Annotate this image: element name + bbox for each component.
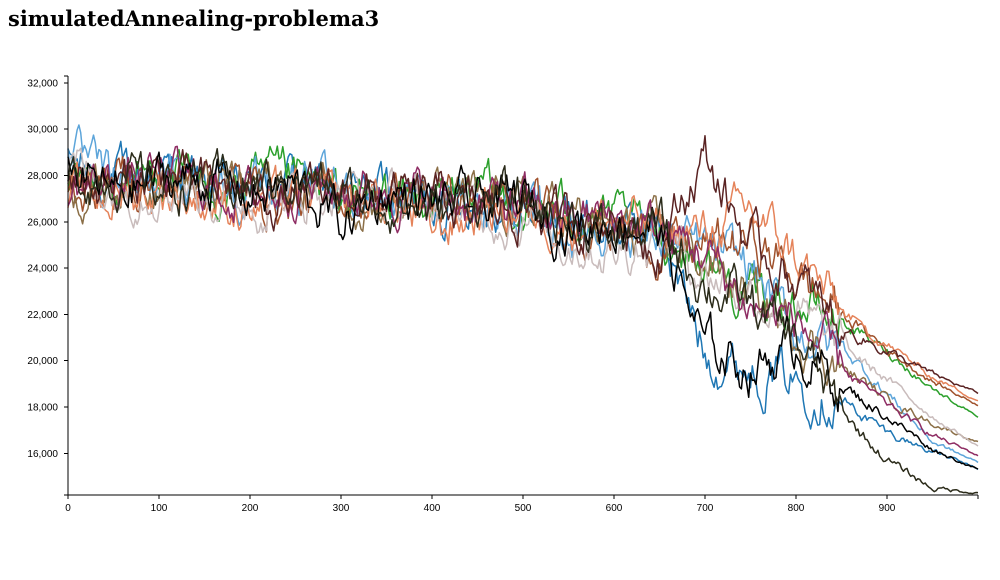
y-tick-label: 30,000 (27, 125, 58, 136)
chart-title: simulatedAnnealing-problema3 (8, 6, 380, 31)
x-tick-label: 400 (424, 503, 441, 514)
x-tick-label: 300 (333, 503, 350, 514)
series-line-11 (67, 147, 979, 495)
x-tick-label: 100 (151, 503, 168, 514)
y-tick-label: 20,000 (27, 356, 58, 367)
x-tick-label: 500 (515, 503, 532, 514)
x-tick-label: 600 (606, 503, 623, 514)
series-layer (67, 124, 979, 495)
y-tick-label: 28,000 (27, 171, 58, 182)
series-line-7 (67, 147, 979, 447)
y-tick-label: 18,000 (27, 403, 58, 414)
y-tick-label: 32,000 (27, 78, 58, 89)
y-tick-label: 16,000 (27, 449, 58, 460)
y-tick-label: 22,000 (27, 310, 58, 321)
x-tick-label: 800 (788, 503, 805, 514)
series-line-8 (67, 145, 979, 457)
x-tick-label: 900 (879, 503, 896, 514)
y-tick-label: 26,000 (27, 217, 58, 228)
x-tick-label: 0 (65, 503, 71, 514)
x-tick-label: 700 (697, 503, 714, 514)
x-tick-label: 200 (242, 503, 259, 514)
axes: 16,000 18,000 20,000 22,000 24,000 26,000 28,0… (27, 75, 979, 514)
y-tick-label: 24,000 (27, 264, 58, 275)
series-line-10 (67, 151, 979, 470)
